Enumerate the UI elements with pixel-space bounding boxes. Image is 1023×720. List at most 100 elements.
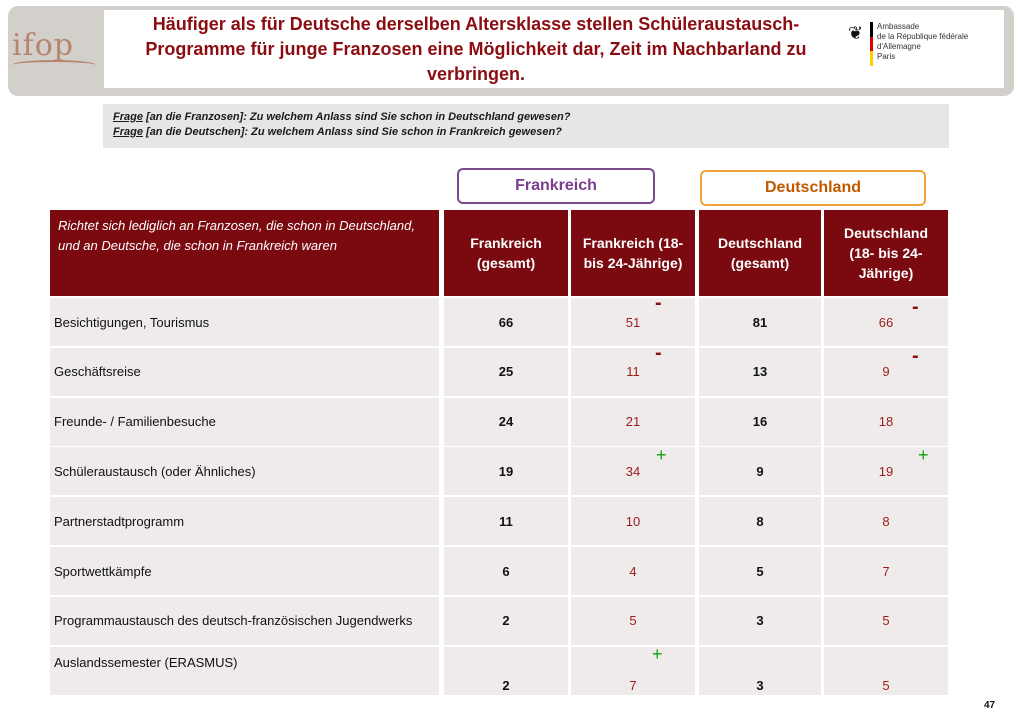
cell-background xyxy=(699,596,821,645)
cell-background xyxy=(699,547,821,595)
value-cell: 5 xyxy=(882,613,890,629)
table-row: Besichtigungen, Tourismus 66 51 81 66 xyxy=(50,298,948,346)
row-label: Programmaustausch des deutsch-französisc… xyxy=(54,613,413,629)
value-cell: 66 xyxy=(878,314,894,330)
cell-background xyxy=(571,298,695,346)
value-cell: 13 xyxy=(752,364,768,380)
value-cell: 9 xyxy=(882,364,890,380)
column-header: Deutschland (gesamt) xyxy=(699,210,821,296)
value-cell: 51 xyxy=(625,314,641,330)
significance-plus: + xyxy=(918,445,929,465)
cell-background xyxy=(824,347,948,396)
cell-background xyxy=(444,347,568,396)
question-text: [an die Deutschen]: Zu welchem Anlass si… xyxy=(142,126,562,138)
significance-minus: - xyxy=(912,345,919,367)
row-label: Geschäftsreise xyxy=(54,364,141,380)
significance-plus: + xyxy=(656,445,667,465)
cell-background xyxy=(824,298,948,346)
cell-background xyxy=(571,497,695,546)
value-cell: 9 xyxy=(756,463,764,479)
cell-background xyxy=(444,397,568,446)
cell-background xyxy=(699,347,821,396)
value-cell: 24 xyxy=(498,414,514,430)
table-note: Richtet sich lediglich an Franzosen, die… xyxy=(50,210,439,296)
cell-background xyxy=(824,547,948,595)
ifop-logo-text: ifop xyxy=(12,28,74,63)
question-label: Frage xyxy=(113,111,143,123)
tab-frankreich: Frankreich xyxy=(457,168,655,204)
question-line-1: Frage [an die Franzosen]: Zu welchem Anl… xyxy=(113,110,939,125)
ifop-logo: ifop xyxy=(12,28,98,68)
value-cell: 8 xyxy=(756,513,764,529)
cell-background xyxy=(824,646,948,695)
value-cell: 10 xyxy=(625,513,641,529)
cell-background xyxy=(699,397,821,446)
cell-background xyxy=(824,497,948,546)
value-cell: 3 xyxy=(756,613,764,629)
cell-background xyxy=(50,347,439,396)
cell-background xyxy=(444,447,568,496)
table-row: Programmaustausch des deutsch-französisc… xyxy=(50,596,948,645)
cell-background xyxy=(699,447,821,496)
value-cell: 81 xyxy=(752,314,768,330)
cell-background xyxy=(571,596,695,645)
value-cell: 19 xyxy=(878,463,894,479)
cell-background xyxy=(50,547,439,595)
cell-background xyxy=(444,646,568,695)
cell-background xyxy=(699,497,821,546)
table-row: Schüleraustausch (oder Ähnliches) 19 34 9 19 xyxy=(50,447,948,496)
cell-background xyxy=(50,397,439,446)
cell-background xyxy=(824,397,948,446)
value-cell: 4 xyxy=(629,563,637,579)
column-header: Frankreich (gesamt) xyxy=(444,210,568,296)
column-header: Deutschland (18- bis 24-Jährige) xyxy=(824,210,948,296)
row-label: Freunde- / Familienbesuche xyxy=(54,414,216,430)
cell-background xyxy=(50,596,439,645)
value-cell: 11 xyxy=(626,364,640,380)
cell-background xyxy=(444,596,568,645)
row-label: Auslandssemester (ERASMUS) xyxy=(54,654,238,670)
question-box: Frage [an die Franzosen]: Zu welchem Anl… xyxy=(103,104,949,148)
cell-background xyxy=(571,646,695,695)
page-number: 47 xyxy=(984,700,996,711)
value-cell: 5 xyxy=(629,613,637,629)
cell-background xyxy=(571,397,695,446)
embassy-line: Ambassade xyxy=(877,22,920,31)
value-cell: 5 xyxy=(756,563,764,579)
table-row: Geschäftsreise 25 11 13 9 xyxy=(50,347,948,396)
embassy-line: Paris xyxy=(877,52,896,61)
value-cell: 2 xyxy=(502,613,510,629)
row-label: Besichtigungen, Tourismus xyxy=(54,314,210,330)
value-cell: 66 xyxy=(498,314,514,330)
header-panel xyxy=(104,10,1004,88)
question-label: Frage xyxy=(113,126,143,138)
cell-background xyxy=(571,347,695,396)
value-cell: 19 xyxy=(498,463,514,479)
value-cell: 7 xyxy=(882,563,890,579)
table-row: Freunde- / Familienbesuche 24 21 16 18 xyxy=(50,397,948,446)
value-cell: 11 xyxy=(499,513,513,529)
cell-background xyxy=(50,497,439,546)
value-cell: 3 xyxy=(756,677,764,693)
cell-background xyxy=(699,298,821,346)
value-cell: 7 xyxy=(629,677,637,693)
cell-background xyxy=(444,547,568,595)
significance-minus: - xyxy=(912,296,919,318)
embassy-text: Ambassade de la République fédérale d'Al… xyxy=(877,22,1009,62)
cell-background xyxy=(571,447,695,496)
cell-background xyxy=(50,646,439,695)
row-label: Sportwettkämpfe xyxy=(54,563,152,579)
significance-plus: + xyxy=(652,644,663,664)
value-cell: 16 xyxy=(752,414,768,430)
value-cell: 5 xyxy=(882,677,890,693)
embassy-line: de la République fédérale d'Allemagne xyxy=(877,32,969,51)
value-cell: 8 xyxy=(882,513,890,529)
cell-background xyxy=(824,596,948,645)
ifop-logo-swoosh xyxy=(12,60,96,70)
column-header: Frankreich (18- bis 24-Jährige) xyxy=(571,210,695,296)
value-cell: 6 xyxy=(502,563,510,579)
table-row: Sportwettkämpfe 6 4 5 7 xyxy=(50,547,948,595)
table-row: Auslandssemester (ERASMUS) 2 7 3 5 xyxy=(50,646,948,695)
value-cell: 21 xyxy=(625,414,641,430)
cell-background xyxy=(699,646,821,695)
